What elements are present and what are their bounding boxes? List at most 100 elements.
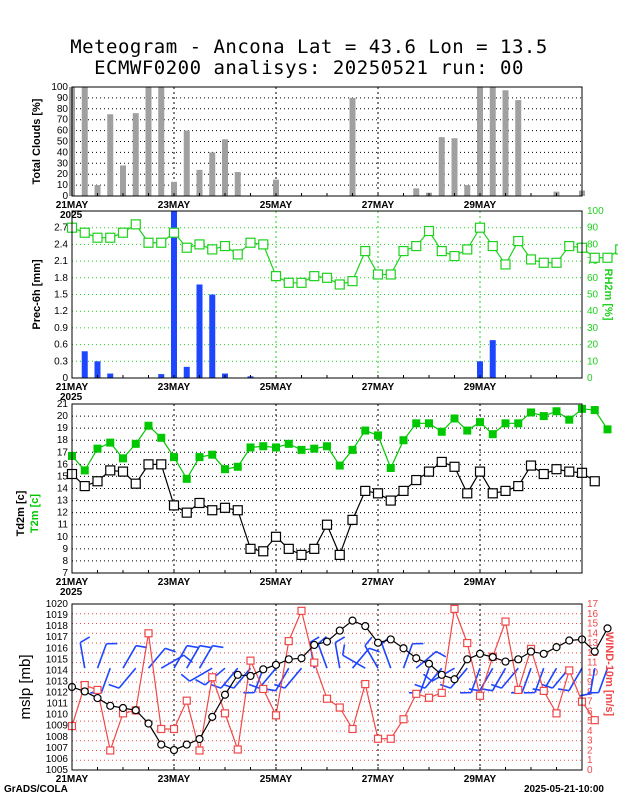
t2m-marker <box>590 406 599 415</box>
td2m-marker <box>219 502 231 513</box>
cloud-bar <box>489 87 496 196</box>
td2m-marker <box>296 549 307 560</box>
t2m-marker <box>501 419 510 428</box>
mslp-marker <box>131 706 140 715</box>
chart-title-line2: ECMWF0200 analisys: 20250521 run: 00 <box>94 57 524 79</box>
y-tick-label: 40 <box>57 147 69 158</box>
td2m-marker <box>398 485 409 497</box>
wind-speed-marker <box>284 637 293 646</box>
y-right-tick-label: 5 <box>587 716 593 727</box>
y-tick-label: 1013 <box>46 676 69 687</box>
y-tick-label: 80 <box>57 104 69 115</box>
y-tick-label: 2.7 <box>54 223 68 234</box>
wind-barb-staff <box>122 645 137 669</box>
y-tick-label: 70 <box>57 115 69 126</box>
x-tick-label: 21MAY <box>56 382 89 393</box>
wind-barb-staff <box>258 667 277 689</box>
footer-timestamp: 2025-05-21-10:00 <box>523 784 604 795</box>
wind-barb-flag <box>186 644 198 649</box>
wind-barb-flag <box>468 688 480 692</box>
y-tick-label: 1012 <box>46 688 69 699</box>
precip-bar <box>158 374 165 378</box>
x-tick-label: 27MAY <box>362 577 395 588</box>
mslp-marker <box>271 660 281 669</box>
x-tick-label: 27MAY <box>362 774 395 785</box>
wind-barb-staff <box>198 645 214 669</box>
y-right-tick-label: 100 <box>587 206 604 217</box>
rh-marker <box>168 227 180 238</box>
y-right-tick-label: 10 <box>587 667 599 678</box>
cloud-bar <box>132 113 139 196</box>
y-right-axis-label: WIND-10m [m/s] <box>603 632 615 717</box>
t2m-marker <box>119 454 127 463</box>
mslp-marker <box>246 671 255 681</box>
rh-marker <box>615 244 618 255</box>
x-tick-label: 25MAY <box>260 774 293 785</box>
y-right-tick-label: 50 <box>587 290 599 301</box>
precip-bar <box>489 340 496 378</box>
wind-speed-marker <box>297 606 306 615</box>
precip-bar <box>171 211 177 378</box>
mslp-marker <box>182 740 191 749</box>
rh-marker <box>105 232 116 243</box>
td2m-marker <box>283 543 294 554</box>
t2m-marker <box>221 465 229 474</box>
rh-marker <box>296 277 307 288</box>
rh-marker <box>156 237 167 248</box>
y-right-tick-label: 6 <box>587 706 593 717</box>
mslp-marker <box>106 701 115 710</box>
y-tick-label: 10 <box>57 532 69 543</box>
x-tick-label: 27MAY <box>362 382 395 393</box>
mslp-marker <box>475 649 485 658</box>
wind-barb-staff <box>424 667 443 689</box>
y-tick-label: 15 <box>57 471 69 482</box>
wind-speed-marker <box>246 656 255 665</box>
x-tick-label: 27MAY <box>362 200 395 211</box>
y-tick-label: 14 <box>57 484 69 495</box>
wind-barb-flag <box>541 683 553 689</box>
y-tick-label: 9 <box>62 544 68 555</box>
td2m-marker <box>143 459 154 470</box>
cloud-bar <box>477 87 483 196</box>
wind-barb-staff <box>534 667 545 693</box>
mslp-marker <box>514 655 523 664</box>
rh-marker <box>449 250 460 262</box>
wind-barb-flag <box>364 636 373 647</box>
rh-marker <box>219 240 231 252</box>
y-tick-label: 100 <box>51 82 68 93</box>
y-right-tick-label: 15 <box>587 619 599 630</box>
x-tick-label: 21MAY <box>56 577 89 588</box>
y-tick-label: 0.3 <box>54 356 68 367</box>
y-right-tick-label: 3 <box>587 736 593 747</box>
y-tick-label: 10 <box>57 180 69 191</box>
t2m-marker <box>284 439 293 448</box>
wind-barb-staff <box>351 647 370 669</box>
wind-barb-staff <box>521 667 532 693</box>
td2m-marker <box>232 505 243 516</box>
rh-marker <box>347 276 358 287</box>
wind-speed-marker <box>195 746 204 755</box>
wind-barb-staff <box>479 667 494 692</box>
cloud-bar <box>183 130 190 196</box>
y-axis-label: Prec-6h [mm] <box>31 259 43 330</box>
mslp-marker <box>259 665 268 674</box>
wind-speed-marker <box>463 638 472 648</box>
y-right-tick-label: 14 <box>587 628 599 639</box>
wind-barb-staff <box>342 654 366 669</box>
t2m-marker <box>297 445 306 454</box>
y-tick-label: 60 <box>57 126 69 137</box>
mslp-marker <box>169 745 179 755</box>
td2m-marker <box>245 543 256 554</box>
y-right-tick-label: 1 <box>587 755 593 766</box>
mslp-marker <box>399 644 408 653</box>
t2m-marker <box>131 439 140 448</box>
mslp-marker <box>603 624 612 633</box>
wind-speed-marker <box>450 604 459 613</box>
wind-barb-staff <box>189 667 213 682</box>
y-tick-label: 18 <box>57 435 69 446</box>
y-tick-label: 0 <box>62 191 68 202</box>
wind-barb-staff <box>491 667 507 692</box>
td2m-marker <box>564 466 575 477</box>
mslp-marker <box>424 659 434 668</box>
